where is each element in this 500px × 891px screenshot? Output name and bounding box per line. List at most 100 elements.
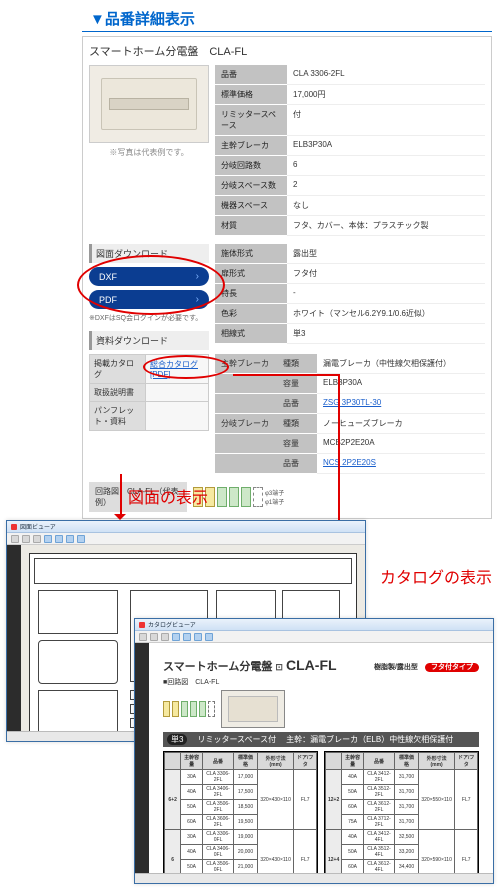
- breaker-attr-value: MCB2P2E20A: [317, 434, 485, 454]
- breaker-attr-label: 品番: [277, 394, 317, 414]
- thumbnail-column: ※写真は代表例です。: [89, 65, 209, 236]
- annotation-label-catalog: カタログの表示: [380, 564, 492, 588]
- catalog-viewer-toolbar: [135, 631, 493, 643]
- dxf-label: DXF: [99, 272, 117, 282]
- spec-value: -: [287, 284, 485, 304]
- spec-value: なし: [287, 196, 485, 216]
- catalog-col-header: ドア/フタ: [294, 753, 317, 770]
- catalog-chip: フタ付タイプ: [425, 663, 479, 672]
- catalog-pdf-link[interactable]: 総合カタログ[PDF]: [150, 360, 198, 379]
- catalog-viewer-titlebar[interactable]: カタログビューア: [135, 619, 493, 631]
- catalog-col-header: [165, 753, 181, 770]
- breaker-attr-label: 種類: [277, 414, 317, 434]
- spec-value: 17,000円: [287, 85, 485, 105]
- spec-value: ELB3P30A: [287, 136, 485, 156]
- product-name: スマートホーム分電盤 CLA-FL: [89, 43, 485, 59]
- catalog-band-left: リミッタースペース付: [197, 734, 276, 745]
- catalog-band-pill: 単3: [167, 734, 187, 745]
- catalog-viewer-title: カタログビューア: [148, 620, 196, 629]
- product-thumbnail: [89, 65, 209, 143]
- drawing-viewer-title: 図面ビューア: [20, 522, 56, 531]
- spec-value: ホワイト（マンセル6.2Y9.1/0.6近似）: [287, 304, 485, 324]
- toolbar-open-icon[interactable]: [11, 535, 19, 543]
- drawing-dl-heading: 図面ダウンロード: [89, 244, 209, 263]
- doc-row-value: 総合カタログ[PDF]: [146, 355, 209, 384]
- breaker-part-link[interactable]: ZSG 3P30TL-30: [323, 398, 381, 407]
- section-header: ▼品番詳細表示: [82, 4, 492, 32]
- breaker-group-label: [215, 374, 277, 394]
- breaker-attr-value: ノーヒューズブレーカ: [317, 414, 485, 434]
- breaker-attr-label: 容量: [277, 374, 317, 394]
- breaker-attr-value: ELB3P30A: [317, 374, 485, 394]
- toolbar-hand-icon[interactable]: [55, 535, 63, 543]
- drawing-viewer-toolbar: [7, 533, 365, 545]
- annotation-label-drawing: 図面の表示: [128, 484, 208, 508]
- spec-value: 付: [287, 105, 485, 136]
- catalog-group-cell: 12+2: [326, 770, 342, 830]
- toolbar-save-icon[interactable]: [33, 535, 41, 543]
- catalog-group-cell: 6+2: [165, 770, 181, 830]
- toolbar-next-icon[interactable]: [183, 633, 191, 641]
- breaker-attr-label: 容量: [277, 434, 317, 454]
- toolbar-save-icon[interactable]: [161, 633, 169, 641]
- spec-label: 相線式: [215, 324, 287, 344]
- circuit-mini-diagram: φ3端子φ1端子: [187, 485, 485, 509]
- drawing-viewer-titlebar[interactable]: 図面ビューア: [7, 521, 365, 533]
- toolbar-print-icon[interactable]: [22, 535, 30, 543]
- app-icon: [139, 622, 145, 628]
- toolbar-print-icon[interactable]: [150, 633, 158, 641]
- toolbar-zoom-icon[interactable]: [44, 535, 52, 543]
- catalog-viewer-sidebar[interactable]: [135, 643, 149, 883]
- spec-label: リミッタースペース: [215, 105, 287, 136]
- dxf-download-button[interactable]: DXF ›: [89, 267, 209, 286]
- mid-row: 図面ダウンロード DXF › PDF › ※DXFはSQ会ログインが必要です。 …: [89, 244, 485, 474]
- spec-label: 特長: [215, 284, 287, 304]
- doc-dl-heading: 資料ダウンロード: [89, 331, 209, 350]
- doc-row-label: 掲載カタログ: [90, 355, 146, 384]
- breaker-attr-label: 品番: [277, 454, 317, 474]
- catalog-viewer-footer: [135, 873, 493, 883]
- spec-value: 単3: [287, 324, 485, 344]
- toolbar-prev-icon[interactable]: [172, 633, 180, 641]
- breaker-spec-block: 主幹ブレーカ種類 漏電ブレーカ（中性線欠相保護付）容量 ELB3P30A品番 Z…: [215, 354, 485, 474]
- thumbnail-caption: ※写真は代表例です。: [89, 147, 209, 158]
- toolbar-zoom-icon[interactable]: [194, 633, 202, 641]
- breaker-group-label: [215, 434, 277, 454]
- download-column: 図面ダウンロード DXF › PDF › ※DXFはSQ会ログインが必要です。 …: [89, 244, 209, 474]
- catalog-col-header: 品番: [202, 753, 233, 770]
- spec-label: 材質: [215, 216, 287, 236]
- breaker-attr-value: NCS 2P2E20S: [317, 454, 485, 474]
- product-detail-panel: スマートホーム分電盤 CLA-FL ※写真は代表例です。 品番 CLA 3306…: [82, 36, 492, 519]
- drawing-viewer-sidebar[interactable]: [7, 545, 21, 741]
- catalog-table-row: 12+440ACLA 3412-4FL32,500320×590×110FL7: [326, 830, 478, 845]
- catalog-col-header: ドア/フタ: [455, 753, 478, 770]
- pdf-download-button[interactable]: PDF ›: [89, 290, 209, 309]
- section-title: ▼品番詳細表示: [90, 11, 195, 28]
- doc-row-label: 取扱説明書: [90, 384, 146, 402]
- toolbar-fit-icon[interactable]: [66, 535, 74, 543]
- spec-table-2: 施体形式 露出型扉形式 フタ付特長 -色彩 ホワイト（マンセル6.2Y9.1/0…: [215, 244, 485, 474]
- catalog-col-header: 標準価格: [234, 753, 258, 770]
- catalog-mini-diagram: [163, 701, 215, 717]
- catalog-table-row: 6+230ACLA 3306-2FL17,000320×430×110FL7: [165, 770, 317, 785]
- spec-label: 分岐回路数: [215, 156, 287, 176]
- toolbar-open-icon[interactable]: [139, 633, 147, 641]
- spec-label: 標準価格: [215, 85, 287, 105]
- toolbar-rotate-icon[interactable]: [77, 535, 85, 543]
- catalog-product-thumb: [221, 690, 285, 728]
- catalog-image-row: [163, 690, 479, 728]
- app-icon: [11, 524, 17, 530]
- catalog-band: 単3 リミッタースペース付 主幹：漏電ブレーカ（ELB）中性線欠相保護付: [163, 732, 479, 747]
- catalog-band-right: 主幹：漏電ブレーカ（ELB）中性線欠相保護付: [286, 734, 453, 745]
- spec-label: 色彩: [215, 304, 287, 324]
- spec-table: 品番 CLA 3306-2FL標準価格 17,000円リミッタースペース 付主幹…: [215, 65, 485, 236]
- catalog-subheading: ■回路図 CLA-FL: [163, 677, 479, 687]
- catalog-viewer-page[interactable]: スマートホーム分電盤 ⊡ CLA-FL 樹脂製/露出型 フタ付タイプ ■回路図 …: [149, 643, 493, 883]
- breaker-part-link[interactable]: NCS 2P2E20S: [323, 458, 376, 467]
- breaker-group-label: 分岐ブレーカ: [215, 414, 277, 434]
- catalog-page-title: スマートホーム分電盤 ⊡ CLA-FL 樹脂製/露出型 フタ付タイプ: [163, 657, 479, 674]
- spec-value: 露出型: [287, 244, 485, 264]
- toolbar-fit-icon[interactable]: [205, 633, 213, 641]
- spec-label: 分岐スペース数: [215, 176, 287, 196]
- spec-value: 6: [287, 156, 485, 176]
